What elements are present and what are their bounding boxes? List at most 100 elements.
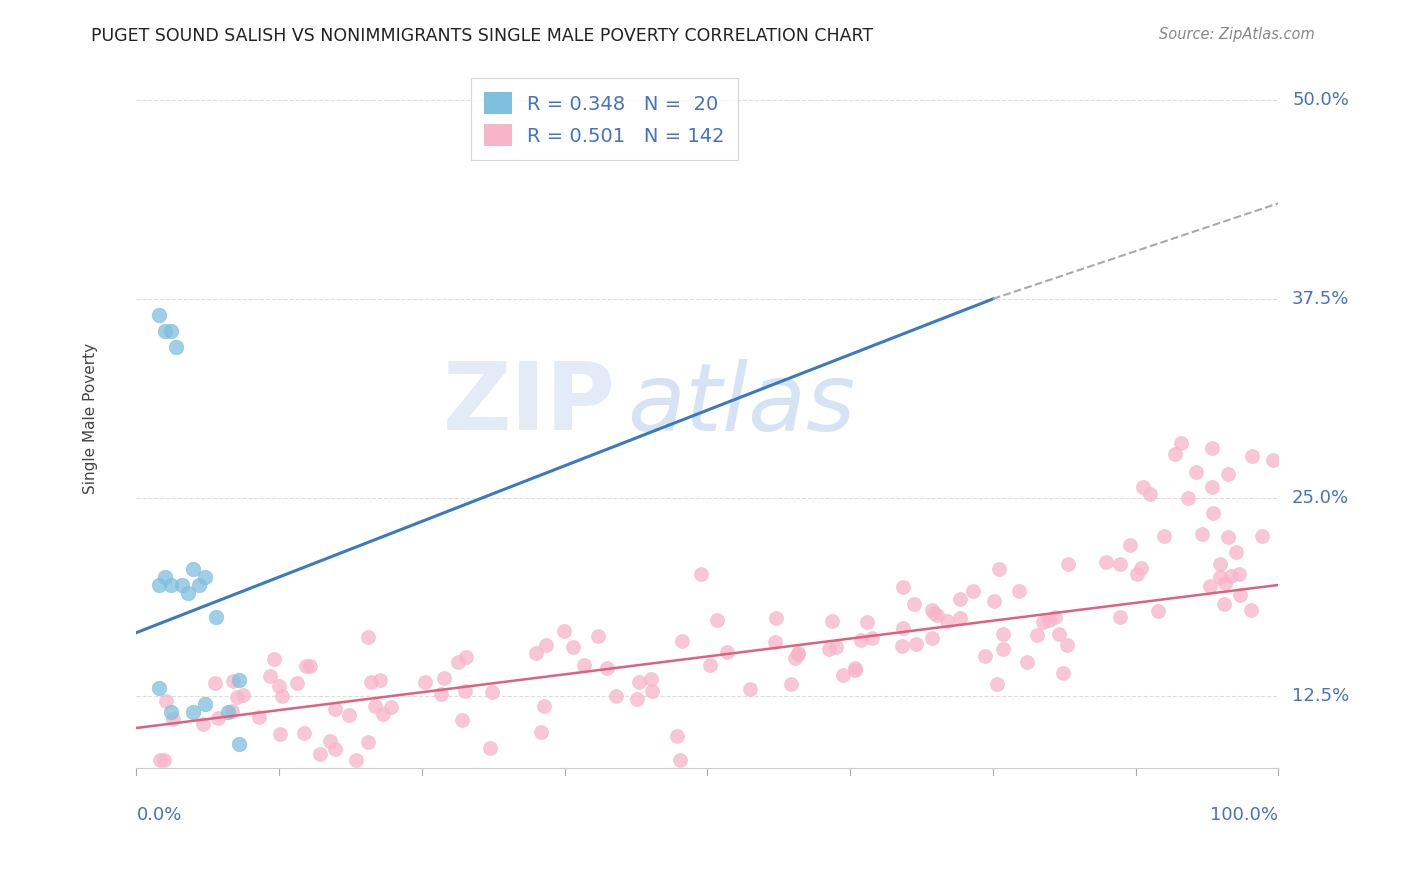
Point bbox=[1008, 583, 1031, 598]
Point bbox=[962, 584, 984, 599]
Point bbox=[1191, 526, 1213, 541]
Point bbox=[844, 661, 866, 675]
Point bbox=[780, 677, 803, 691]
Point bbox=[993, 642, 1015, 657]
Text: Single Male Poverty: Single Male Poverty bbox=[83, 343, 98, 493]
Point bbox=[270, 690, 292, 704]
Point bbox=[1109, 610, 1132, 624]
Point bbox=[159, 578, 181, 592]
Point bbox=[921, 603, 943, 617]
Point bbox=[891, 621, 914, 635]
Point bbox=[194, 697, 217, 711]
Point bbox=[183, 705, 205, 719]
Point bbox=[298, 658, 321, 673]
Point bbox=[1109, 557, 1132, 571]
Point bbox=[344, 753, 367, 767]
Point bbox=[364, 698, 387, 713]
Point bbox=[986, 677, 1008, 691]
Point bbox=[263, 652, 285, 666]
Point bbox=[553, 624, 575, 638]
Point bbox=[924, 606, 946, 620]
Point bbox=[1199, 579, 1222, 593]
Point bbox=[295, 659, 318, 673]
Point bbox=[269, 727, 291, 741]
Point bbox=[1209, 570, 1232, 584]
Point bbox=[605, 689, 627, 703]
Point bbox=[1177, 491, 1199, 505]
Point bbox=[153, 324, 176, 338]
Point bbox=[596, 661, 619, 675]
Point bbox=[903, 597, 925, 611]
Point bbox=[1229, 566, 1251, 581]
Point bbox=[860, 631, 883, 645]
Point bbox=[360, 674, 382, 689]
Point bbox=[783, 651, 806, 665]
Point bbox=[221, 704, 243, 718]
Point bbox=[1250, 529, 1272, 543]
Point bbox=[699, 658, 721, 673]
Point bbox=[832, 668, 855, 682]
Text: PUGET SOUND SALISH VS NONIMMIGRANTS SINGLE MALE POVERTY CORRELATION CHART: PUGET SOUND SALISH VS NONIMMIGRANTS SING… bbox=[91, 27, 873, 45]
Point bbox=[1202, 506, 1225, 520]
Point bbox=[669, 753, 692, 767]
Point bbox=[217, 705, 239, 719]
Point bbox=[844, 663, 866, 677]
Point bbox=[1201, 441, 1223, 455]
Point bbox=[974, 648, 997, 663]
Point bbox=[232, 688, 254, 702]
Point bbox=[1201, 481, 1223, 495]
Point bbox=[935, 615, 957, 629]
Point bbox=[228, 737, 250, 751]
Point bbox=[904, 636, 927, 650]
Point bbox=[690, 567, 713, 582]
Point bbox=[640, 672, 662, 686]
Point bbox=[205, 609, 228, 624]
Point bbox=[891, 580, 914, 594]
Point bbox=[357, 631, 380, 645]
Point bbox=[1130, 561, 1153, 575]
Text: 12.5%: 12.5% bbox=[1292, 687, 1350, 706]
Point bbox=[451, 713, 474, 727]
Point bbox=[148, 681, 170, 696]
Point bbox=[786, 646, 808, 660]
Point bbox=[821, 614, 844, 628]
Point bbox=[155, 694, 177, 708]
Text: atlas: atlas bbox=[627, 359, 856, 450]
Point bbox=[1240, 603, 1263, 617]
Point bbox=[1052, 665, 1074, 680]
Point bbox=[479, 741, 502, 756]
Point bbox=[413, 675, 436, 690]
Point bbox=[641, 683, 664, 698]
Point bbox=[1216, 467, 1239, 481]
Text: 25.0%: 25.0% bbox=[1292, 489, 1350, 507]
Point bbox=[162, 712, 184, 726]
Point bbox=[1095, 555, 1118, 569]
Point bbox=[319, 734, 342, 748]
Point bbox=[446, 655, 468, 669]
Point bbox=[159, 324, 181, 338]
Point bbox=[371, 706, 394, 721]
Point bbox=[716, 645, 738, 659]
Point bbox=[1139, 487, 1161, 501]
Point bbox=[1032, 615, 1054, 629]
Point bbox=[337, 708, 360, 723]
Point bbox=[671, 634, 693, 648]
Point bbox=[572, 657, 595, 672]
Point bbox=[927, 607, 949, 622]
Text: 37.5%: 37.5% bbox=[1292, 290, 1350, 308]
Point bbox=[149, 753, 172, 767]
Point bbox=[170, 578, 193, 592]
Point bbox=[949, 591, 972, 606]
Point bbox=[165, 340, 187, 354]
Point bbox=[1015, 655, 1038, 669]
Point bbox=[1220, 569, 1243, 583]
Point bbox=[1216, 530, 1239, 544]
Point bbox=[1043, 610, 1066, 624]
Point bbox=[1119, 538, 1142, 552]
Point bbox=[454, 650, 477, 665]
Point bbox=[983, 594, 1005, 608]
Point bbox=[891, 639, 914, 653]
Point bbox=[183, 562, 205, 576]
Point bbox=[148, 578, 170, 592]
Point bbox=[194, 570, 217, 584]
